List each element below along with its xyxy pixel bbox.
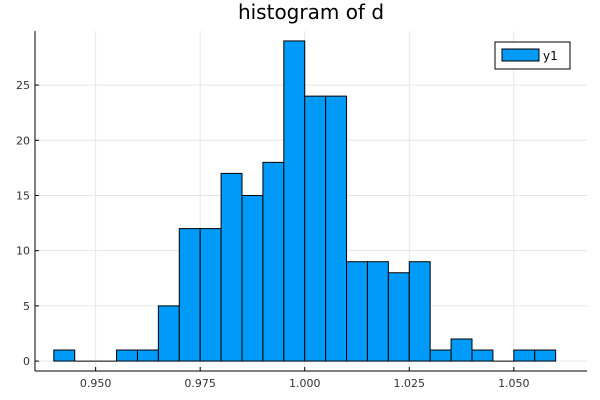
- histogram-bar: [283, 40, 306, 362]
- x-tick-label: 1.025: [394, 377, 426, 390]
- x-tick-label: 0.975: [184, 377, 216, 390]
- chart-title: histogram of d: [238, 0, 384, 24]
- histogram-bar: [178, 228, 201, 362]
- histogram-bar: [387, 272, 410, 362]
- histogram-bar: [53, 349, 76, 362]
- y-tick-label: 0: [23, 355, 30, 368]
- y-tick-label: 10: [16, 245, 30, 258]
- histogram-bar: [304, 95, 327, 362]
- histogram-bar: [408, 261, 431, 362]
- legend-label-y1: y1: [543, 49, 558, 63]
- histogram-bar: [366, 261, 389, 362]
- histogram-bar: [241, 194, 264, 362]
- y-tick-label: 20: [16, 134, 30, 147]
- histogram-bar: [429, 349, 452, 362]
- histogram-bar: [471, 349, 494, 362]
- histogram-bar: [157, 305, 180, 362]
- histogram-bar: [325, 95, 348, 362]
- histogram-bar: [346, 261, 368, 362]
- bars-layer: [53, 40, 557, 362]
- x-tick-label: 1.000: [289, 377, 321, 390]
- y-tick-label: 15: [16, 189, 30, 202]
- legend-swatch-y1: [501, 48, 540, 62]
- legend: y1: [494, 41, 571, 70]
- histogram-bar: [116, 349, 138, 362]
- histogram-bar: [220, 172, 243, 362]
- axes-layer: 0.950 0.975 1.000 1.025 1.050 0 5 10 15 20 25: [16, 31, 587, 390]
- histogram-bar: [199, 228, 222, 362]
- x-tick-label: 1.050: [498, 377, 530, 390]
- histogram-bar: [262, 161, 285, 362]
- histogram-bar: [513, 349, 536, 362]
- histogram-bar: [450, 338, 473, 362]
- histogram-bar: [534, 349, 557, 362]
- x-tick-label: 0.950: [80, 377, 112, 390]
- histogram-bar: [136, 349, 159, 362]
- y-tick-label: 5: [23, 300, 30, 313]
- y-tick-label: 25: [16, 79, 30, 92]
